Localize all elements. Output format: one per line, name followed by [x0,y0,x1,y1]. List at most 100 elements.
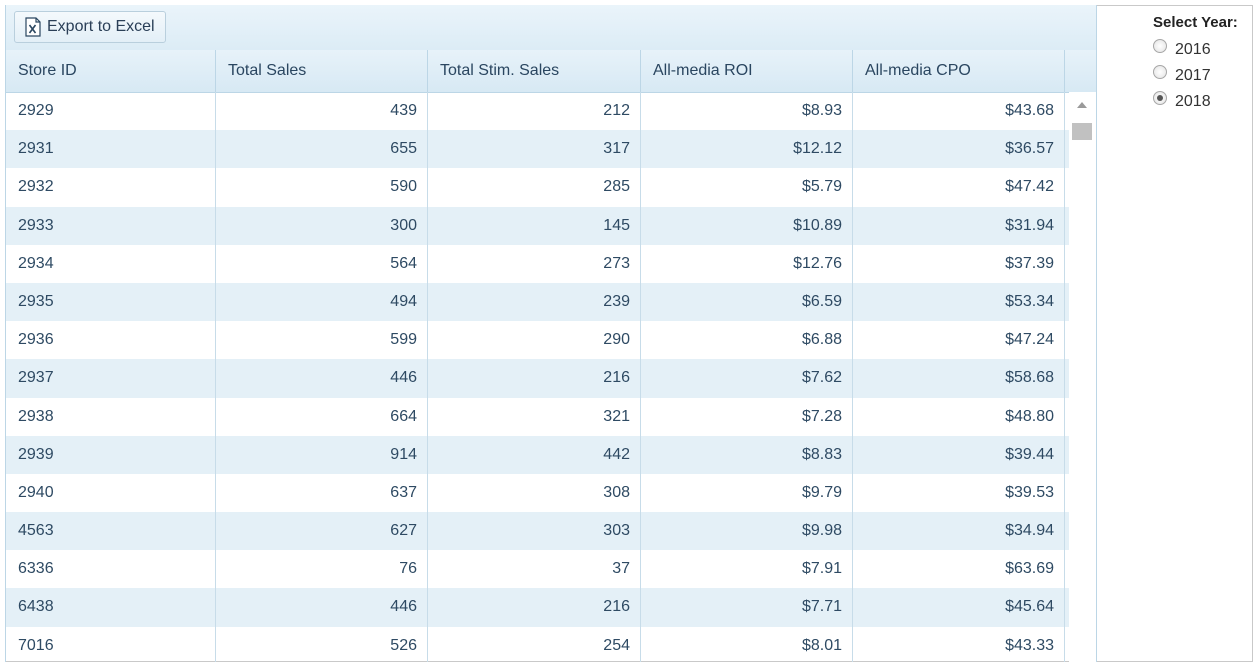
table-cell: $58.68 [853,359,1065,398]
scroll-up-arrow-icon[interactable] [1077,102,1087,108]
table-row[interactable]: 2933 300 145 $10.89 $31.94 [6,206,1096,245]
table-cell: $31.94 [853,206,1065,245]
table-cell: $6.88 [641,321,853,360]
table-cell: 664 [216,397,428,436]
year-option-2016[interactable]: 2016 [1153,37,1253,63]
column-header-store-id[interactable]: Store ID [6,50,216,92]
table-cell: 2935 [6,282,216,322]
column-header-all-media-cpo[interactable]: All-media CPO [853,50,1065,92]
scroll-thumb[interactable] [1072,123,1092,140]
table-cell: 317 [428,130,641,169]
table-cell: 2931 [6,130,216,169]
table-cell: $43.68 [853,92,1065,131]
table-cell: 2936 [6,321,216,360]
grid-header: Store ID Total Sales Total Stim. Sales A… [6,50,1096,93]
column-header-total-sales[interactable]: Total Sales [216,50,428,92]
table-cell: 2940 [6,473,216,513]
table-cell: $10.89 [641,206,853,245]
table-cell: 303 [428,512,641,551]
table-row[interactable]: 6336 76 37 $7.91 $63.69 [6,550,1096,589]
table-cell: $53.34 [853,282,1065,322]
radio-button[interactable] [1153,39,1167,53]
table-row[interactable]: 7016 526 254 $8.01 $43.33 [6,626,1096,662]
table-cell: 2937 [6,359,216,398]
table-cell: 599 [216,321,428,360]
table-cell: 637 [216,473,428,513]
table-cell: 6438 [6,588,216,627]
export-to-excel-button[interactable]: Export to Excel [14,11,166,43]
table-cell: 439 [216,92,428,131]
table-row[interactable]: 2940 637 308 $9.79 $39.53 [6,473,1096,513]
year-option-2018[interactable]: 2018 [1153,89,1253,115]
year-option-2017[interactable]: 2017 [1153,63,1253,89]
table-cell: 2939 [6,435,216,474]
table-cell: 37 [428,550,641,589]
year-selector: Select Year: 2016 2017 2018 [1153,14,1253,115]
table-cell: $47.42 [853,168,1065,207]
table-row[interactable]: 2935 494 239 $6.59 $53.34 [6,282,1096,322]
table-cell: 494 [216,282,428,322]
year-selector-title: Select Year: [1153,14,1238,31]
column-header-all-media-roi[interactable]: All-media ROI [641,50,853,92]
table-cell: 4563 [6,512,216,551]
page-frame [5,5,1253,662]
table-cell: $12.76 [641,244,853,283]
excel-icon [25,17,41,37]
export-label: Export to Excel [47,18,155,35]
table-cell: $12.12 [641,130,853,169]
table-cell: $45.64 [853,588,1065,627]
table-row[interactable]: 2939 914 442 $8.83 $39.44 [6,435,1096,474]
table-cell: 308 [428,473,641,513]
table-cell: 627 [216,512,428,551]
table-cell: $39.53 [853,473,1065,513]
table-cell: 6336 [6,550,216,589]
table-cell: $5.79 [641,168,853,207]
table-cell: 526 [216,626,428,662]
table-cell: 76 [216,550,428,589]
table-cell: $7.28 [641,397,853,436]
table-cell: $8.83 [641,435,853,474]
table-cell: 239 [428,282,641,322]
vertical-scrollbar[interactable] [1069,92,1096,662]
table-cell: 590 [216,168,428,207]
table-cell: $8.93 [641,92,853,131]
table-cell: 2933 [6,206,216,245]
table-cell: 564 [216,244,428,283]
table-cell: 254 [428,626,641,662]
grid-body: 2929 439 212 $8.93 $43.68 2931 655 317 $12.12 $36… [6,92,1096,662]
radio-button[interactable] [1153,91,1167,105]
table-cell: 212 [428,92,641,131]
table-row[interactable]: 2937 446 216 $7.62 $58.68 [6,359,1096,398]
table-cell: $7.71 [641,588,853,627]
table-cell: 273 [428,244,641,283]
radio-button[interactable] [1153,65,1167,79]
table-row[interactable]: 2938 664 321 $7.28 $48.80 [6,397,1096,436]
column-header-total-stim-sales[interactable]: Total Stim. Sales [428,50,641,92]
table-row[interactable]: 6438 446 216 $7.71 $45.64 [6,588,1096,627]
table-cell: 290 [428,321,641,360]
table-cell: $9.98 [641,512,853,551]
table-row[interactable]: 2936 599 290 $6.88 $47.24 [6,321,1096,360]
table-cell: 7016 [6,626,216,662]
year-option-label: 2016 [1175,41,1211,58]
table-cell: 216 [428,359,641,398]
table-cell: $37.39 [853,244,1065,283]
table-cell: $48.80 [853,397,1065,436]
table-cell: 2934 [6,244,216,283]
table-row[interactable]: 2934 564 273 $12.76 $37.39 [6,244,1096,283]
table-cell: 216 [428,588,641,627]
table-cell: 442 [428,435,641,474]
table-cell: 655 [216,130,428,169]
table-cell: 285 [428,168,641,207]
table-cell: $39.44 [853,435,1065,474]
table-row[interactable]: 2929 439 212 $8.93 $43.68 [6,92,1096,131]
grid-toolbar: Export to Excel [6,5,1096,51]
table-cell: 2932 [6,168,216,207]
table-row[interactable]: 2931 655 317 $12.12 $36.57 [6,130,1096,169]
data-grid: Export to Excel Store ID Total Sales Tot… [5,5,1097,662]
table-row[interactable]: 4563 627 303 $9.98 $34.94 [6,512,1096,551]
table-cell: $43.33 [853,626,1065,662]
header-scroll-spacer [1065,50,1092,92]
table-cell: 914 [216,435,428,474]
table-row[interactable]: 2932 590 285 $5.79 $47.42 [6,168,1096,207]
